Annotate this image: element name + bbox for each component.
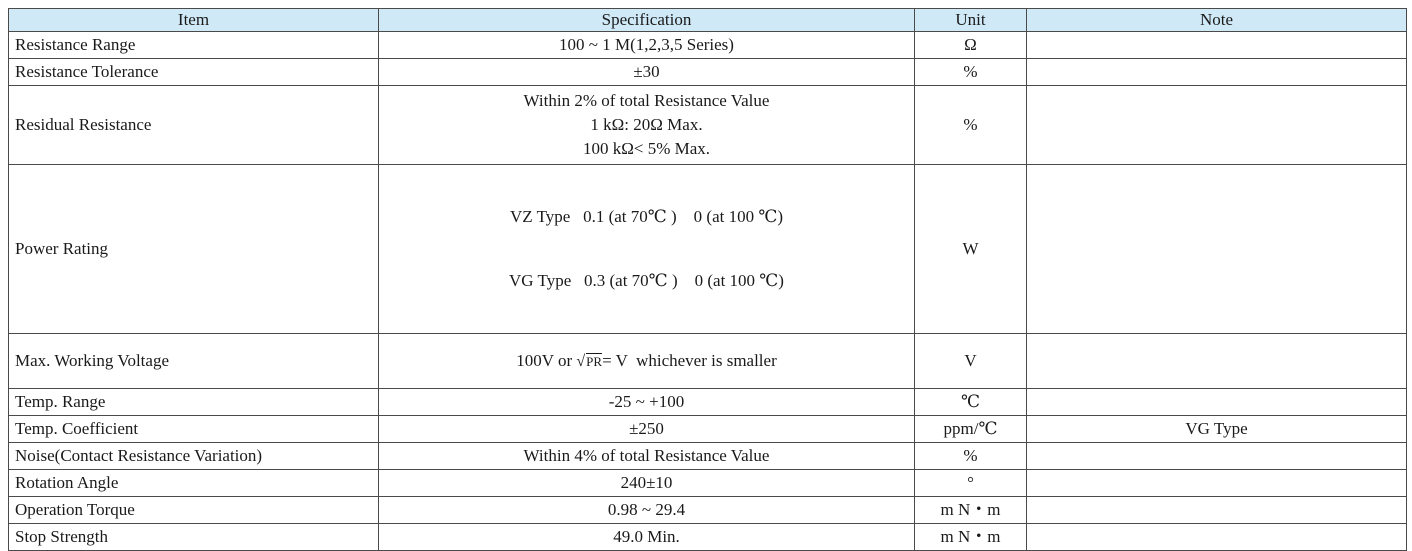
table-row: Residual Resistance Within 2% of total R… <box>8 85 1407 165</box>
spec-line: VZ Type 0.1 (at 70℃ ) 0 (at 100 ℃) <box>509 207 784 226</box>
unit-cell: ppm/℃ <box>914 415 1027 443</box>
table-row: Temp. Coefficient ±250 ppm/℃ VG Type <box>8 415 1407 443</box>
unit-cell: m N・m <box>914 523 1027 551</box>
table-row: Operation Torque 0.98 ~ 29.4 m N・m <box>8 496 1407 524</box>
note-cell <box>1026 333 1407 389</box>
item-cell: Max. Working Voltage <box>8 333 379 389</box>
unit-cell: ° <box>914 469 1027 497</box>
spec-cell: VZ Type 0.1 (at 70℃ ) 0 (at 100 ℃) VG Ty… <box>378 164 915 334</box>
spec-cell: 100 ~ 1 M(1,2,3,5 Series) <box>378 31 915 59</box>
item-cell: Power Rating <box>8 164 379 334</box>
note-cell <box>1026 164 1407 334</box>
spec-line: VG Type 0.3 (at 70℃ ) 0 (at 100 ℃) <box>509 271 784 290</box>
item-cell: Temp. Coefficient <box>8 415 379 443</box>
spec-line: Within 2% of total Resistance Value <box>523 91 770 110</box>
table-row: Resistance Tolerance ±30 % <box>8 58 1407 86</box>
spec-cell: ±250 <box>378 415 915 443</box>
spec-cell: ±30 <box>378 58 915 86</box>
header-row: Item Specification Unit Note <box>8 8 1407 32</box>
unit-cell: V <box>914 333 1027 389</box>
header-item: Item <box>8 8 379 32</box>
note-cell <box>1026 496 1407 524</box>
spec-cell: Within 4% of total Resistance Value <box>378 442 915 470</box>
table-row: Noise(Contact Resistance Variation) With… <box>8 442 1407 470</box>
table-row: Resistance Range 100 ~ 1 M(1,2,3,5 Serie… <box>8 31 1407 59</box>
table-row: Rotation Angle 240±10 ° <box>8 469 1407 497</box>
spec-line: 100 kΩ< 5% Max. <box>582 139 711 158</box>
item-cell: Residual Resistance <box>8 85 379 165</box>
spec-suffix: = V whichever is smaller <box>602 350 777 370</box>
spec-cell: 100V or √PR= V whichever is smaller <box>378 333 915 389</box>
spec-cell: 0.98 ~ 29.4 <box>378 496 915 524</box>
spec-cell: Within 2% of total Resistance Value 1 kΩ… <box>378 85 915 165</box>
specification-table: Item Specification Unit Note Resistance … <box>8 8 1407 551</box>
item-cell: Operation Torque <box>8 496 379 524</box>
unit-cell: ℃ <box>914 388 1027 416</box>
unit-cell: % <box>914 58 1027 86</box>
note-cell <box>1026 523 1407 551</box>
header-note: Note <box>1026 8 1407 32</box>
header-unit: Unit <box>914 8 1027 32</box>
table-row: Stop Strength 49.0 Min. m N・m <box>8 523 1407 551</box>
unit-cell: W <box>914 164 1027 334</box>
note-cell <box>1026 469 1407 497</box>
spec-cell: 49.0 Min. <box>378 523 915 551</box>
note-cell <box>1026 31 1407 59</box>
table-row: Temp. Range -25 ~ +100 ℃ <box>8 388 1407 416</box>
spec-prefix: 100V or <box>516 350 577 370</box>
table-row: Power Rating VZ Type 0.1 (at 70℃ ) 0 (at… <box>8 164 1407 334</box>
item-cell: Stop Strength <box>8 523 379 551</box>
item-cell: Resistance Tolerance <box>8 58 379 86</box>
item-cell: Temp. Range <box>8 388 379 416</box>
spec-line: 1 kΩ: 20Ω Max. <box>590 115 703 134</box>
note-cell <box>1026 85 1407 165</box>
header-specification: Specification <box>378 8 915 32</box>
spec-cell: 240±10 <box>378 469 915 497</box>
unit-cell: Ω <box>914 31 1027 59</box>
unit-cell: % <box>914 85 1027 165</box>
unit-cell: % <box>914 442 1027 470</box>
spec-cell: -25 ~ +100 <box>378 388 915 416</box>
item-cell: Noise(Contact Resistance Variation) <box>8 442 379 470</box>
note-cell <box>1026 442 1407 470</box>
note-cell <box>1026 388 1407 416</box>
note-cell: VG Type <box>1026 415 1407 443</box>
unit-cell: m N・m <box>914 496 1027 524</box>
table-row: Max. Working Voltage 100V or √PR= V whic… <box>8 333 1407 389</box>
note-cell <box>1026 58 1407 86</box>
sqrt-radicand: PR <box>586 352 603 369</box>
item-cell: Resistance Range <box>8 31 379 59</box>
item-cell: Rotation Angle <box>8 469 379 497</box>
square-root-icon: √ <box>576 352 586 370</box>
